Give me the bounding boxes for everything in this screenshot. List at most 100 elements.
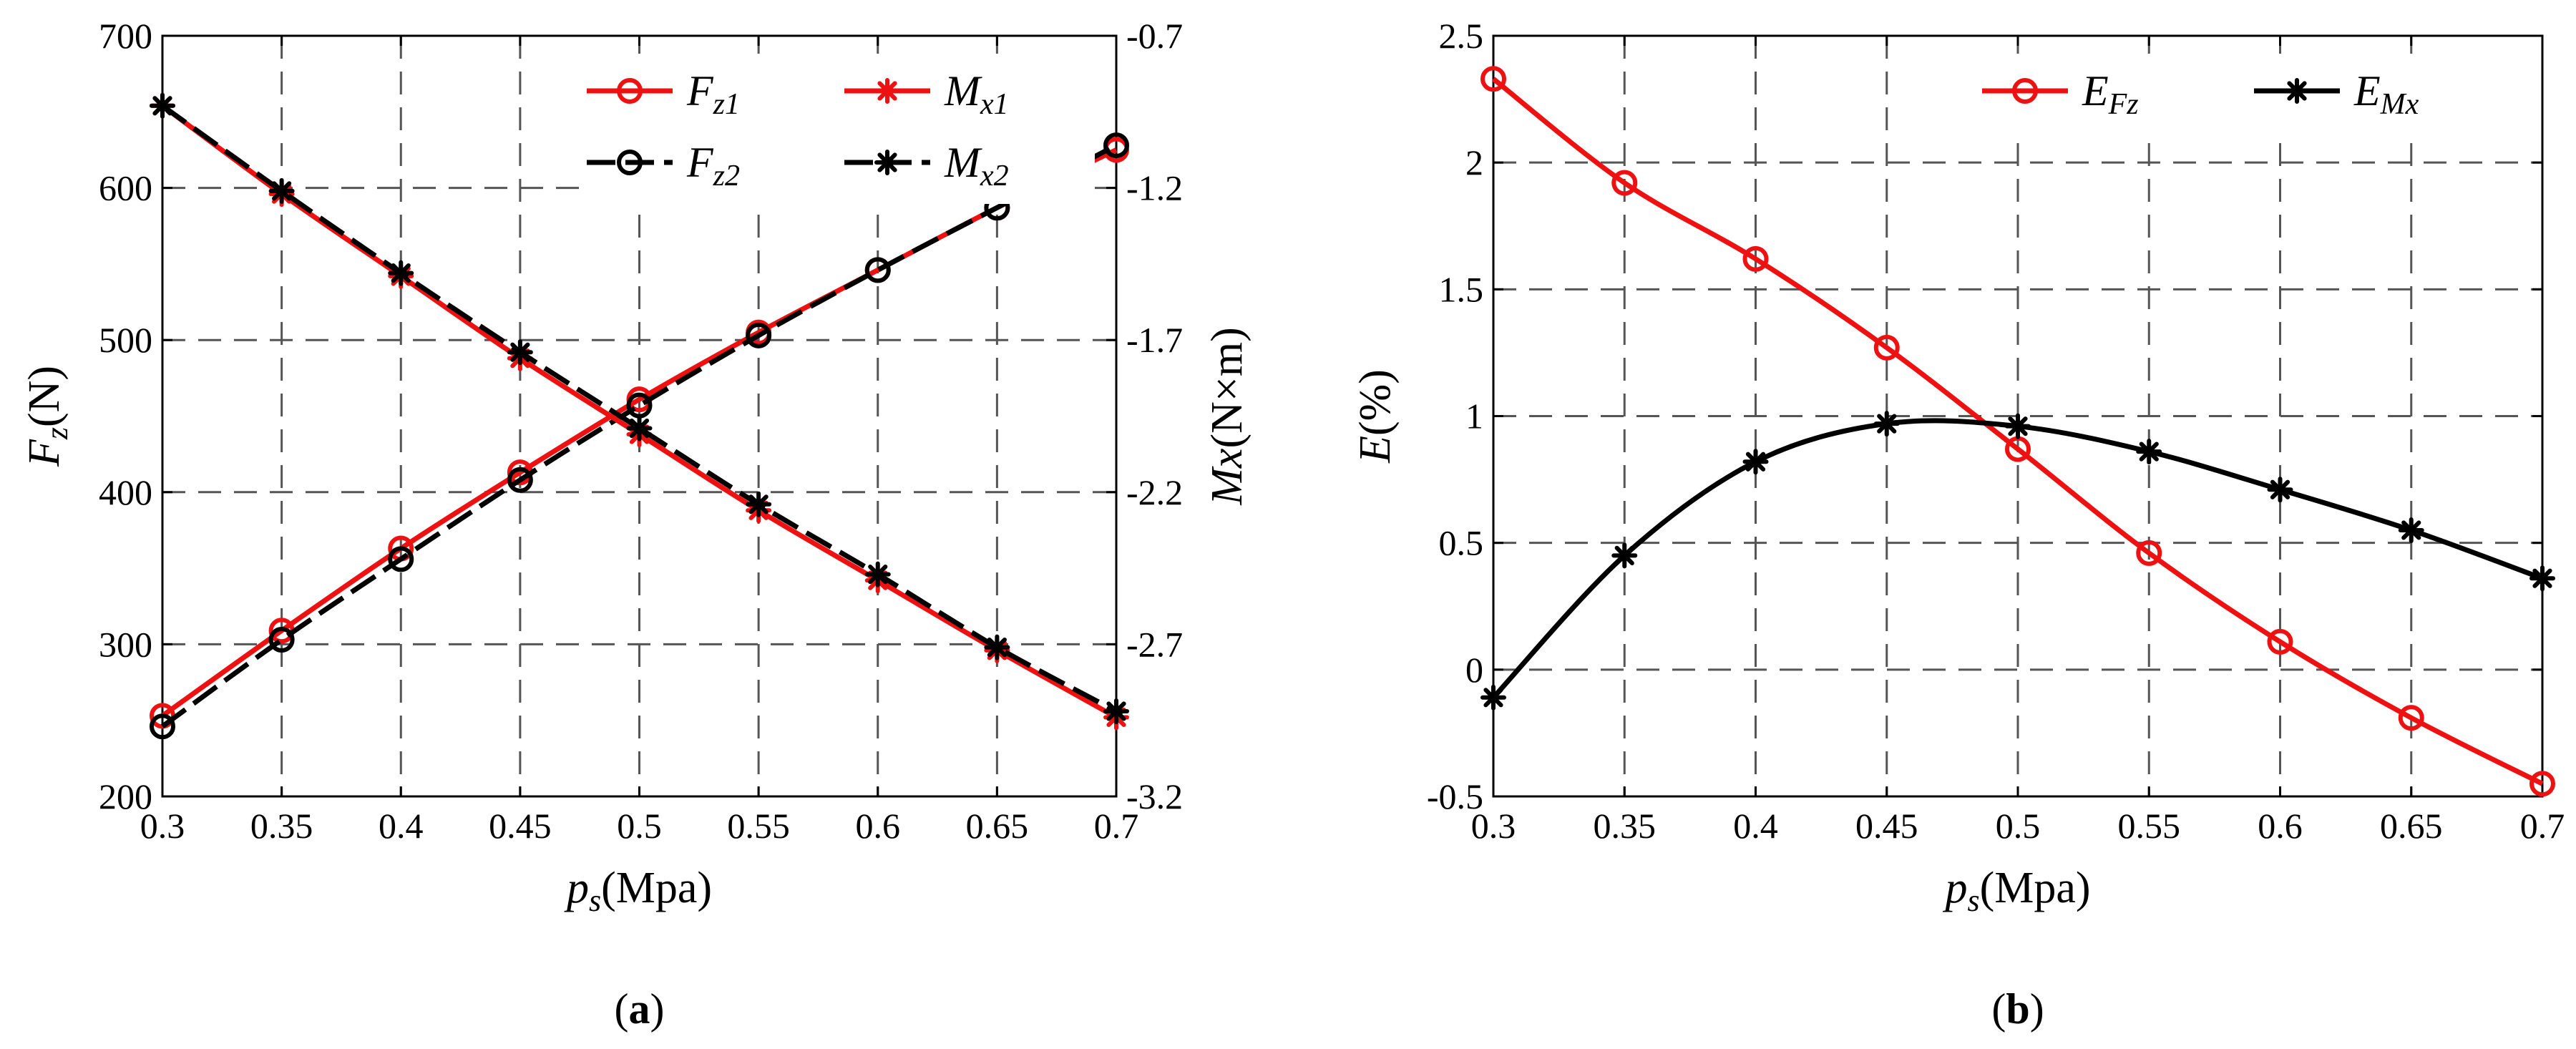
series-line (1491, 418, 2544, 700)
data-point (1873, 411, 1900, 437)
x-tick-label: 0.3 (1471, 806, 1516, 846)
x-tick-label: 0.7 (2520, 806, 2565, 846)
chart-panel-b: 0.3 0.35 0.4 0.45 0.5 0.55 0.6 0.65 0.7 -0.5 0 0.5 1… (1351, 16, 2565, 1033)
legend-label: Fz2 (686, 139, 740, 192)
y-tick-label: 600 (99, 168, 152, 208)
data-point (1611, 542, 1638, 569)
x-tick-label: 0.6 (856, 806, 901, 846)
data-point (150, 713, 175, 740)
y-axis-label: E(%) (1351, 369, 1400, 464)
x-tick-label: 0.65 (966, 806, 1029, 846)
y2-tick-label: -2.7 (1126, 624, 1183, 664)
data-point (1103, 132, 1129, 159)
legend-box (580, 54, 1095, 204)
legend-marker (2012, 78, 2038, 104)
data-point (268, 177, 295, 204)
data-point (388, 260, 414, 286)
y-tick-label: 700 (99, 16, 152, 56)
data-point (1611, 170, 1638, 196)
legend-item: Mx1 (844, 67, 1009, 121)
legend-item: EMx (2254, 67, 2419, 121)
data-point (746, 322, 772, 348)
data-point (1480, 66, 1506, 92)
data-point (1103, 698, 1129, 724)
data-point (984, 634, 1010, 660)
x-tick-label: 0.45 (489, 806, 552, 846)
y-tick-label: 300 (99, 624, 152, 664)
data-point (2529, 565, 2555, 592)
legend: Fz1 Fz2 Mx1 Mx2 (580, 54, 1095, 204)
x-tick-label: 0.55 (727, 806, 790, 846)
data-point (2529, 771, 2555, 797)
data-point (268, 627, 295, 653)
legend: EFz EMx (1975, 54, 2519, 132)
x-tick-label: 0.3 (140, 806, 185, 846)
series-e-mx (1480, 411, 2555, 711)
legend-item: EFz (1982, 67, 2139, 121)
legend-item: Mx2 (844, 139, 1009, 192)
x-tick-label: 0.5 (1996, 806, 2041, 846)
legend-label: Mx1 (944, 67, 1009, 121)
y-tick-label: 2.5 (1439, 16, 1484, 56)
legend-marker (874, 78, 900, 104)
y2-tick-label: -3.2 (1126, 776, 1183, 816)
x-tick-label: 0.5 (617, 806, 662, 846)
data-point (2136, 439, 2162, 465)
x-tick-label: 0.45 (1855, 806, 1918, 846)
x-tick-label: 0.35 (1594, 806, 1657, 846)
y-tick-label: -0.5 (1427, 776, 1483, 816)
x-tick-label: 0.6 (2258, 806, 2303, 846)
x-tick-label: 0.55 (2118, 806, 2181, 846)
legend-marker (2284, 78, 2310, 104)
data-point (2398, 705, 2424, 731)
y-tick-label: 200 (99, 776, 152, 816)
data-point (626, 415, 653, 441)
legend-item: Fz2 (587, 139, 740, 192)
series-line (1491, 77, 2544, 786)
data-point (2005, 413, 2031, 439)
tick-marks (1492, 34, 2544, 798)
y-tick-label: 1 (1465, 396, 1483, 436)
y2-tick-label: -0.7 (1126, 16, 1183, 56)
y-tick-label: 1.5 (1439, 269, 1484, 309)
x-tick-label: 0.35 (250, 806, 313, 846)
data-point (2267, 628, 2293, 655)
x-tick-label: 0.65 (2380, 806, 2443, 846)
panel-label: (a) (615, 985, 665, 1033)
data-point (1873, 334, 1900, 361)
y2-tick-label: -1.7 (1126, 320, 1183, 360)
data-point (1742, 245, 1769, 272)
y-tick-label: 500 (99, 320, 152, 360)
data-point (150, 92, 175, 119)
x-axis-label: ps(Mpa) (1942, 864, 2090, 918)
series-line (160, 103, 1118, 714)
series-m-x2 (150, 92, 1129, 724)
data-point (2136, 540, 2162, 566)
legend-marker (874, 150, 900, 175)
data-point (507, 339, 533, 366)
y2-tick-label: -1.2 (1126, 168, 1183, 208)
chart-panel-a: 0.3 0.35 0.4 0.45 0.5 0.55 0.6 0.65 0.7 200 300 400… (20, 16, 1252, 1033)
x-axis-label: ps(Mpa) (564, 864, 712, 918)
tick-marks (161, 34, 1118, 798)
x-tick-label: 0.4 (1733, 806, 1778, 846)
legend-marker (617, 78, 643, 104)
series-f-z2 (150, 132, 1129, 740)
x-tick-label: 0.4 (379, 806, 424, 846)
data-point (2398, 517, 2424, 543)
y-tick-label: 0 (1465, 650, 1483, 690)
legend-marker (617, 150, 643, 175)
data-point (1742, 449, 1769, 475)
x-tick-label: 0.7 (1094, 806, 1139, 846)
legend-item: Fz1 (587, 67, 740, 121)
data-point (1480, 684, 1506, 711)
legend-label: EFz (2082, 67, 2139, 121)
data-point (507, 467, 533, 493)
legend-label: Mx2 (944, 139, 1009, 192)
data-point (864, 561, 891, 587)
y2-axis-label: Mx(N×m) (1203, 327, 1252, 505)
data-point (388, 546, 414, 572)
y-tick-label: 400 (99, 472, 152, 512)
y-tick-label: 2 (1465, 142, 1483, 182)
